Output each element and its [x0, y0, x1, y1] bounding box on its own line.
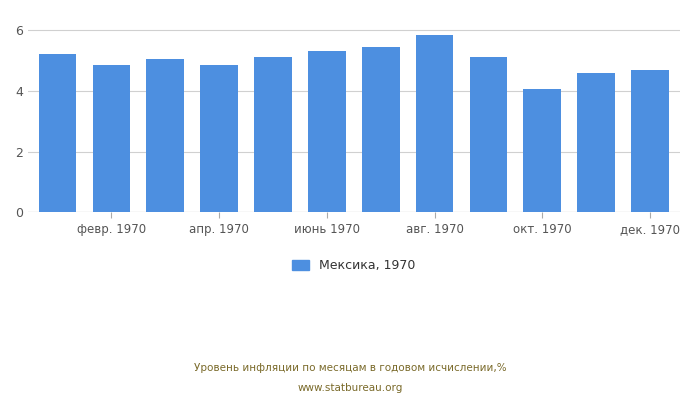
Bar	[470, 58, 508, 212]
Bar	[92, 65, 130, 212]
Bar	[146, 59, 184, 212]
Bar	[631, 70, 669, 212]
Bar	[38, 54, 76, 212]
Bar	[200, 65, 238, 212]
Text: www.statbureau.org: www.statbureau.org	[298, 383, 402, 393]
Bar	[578, 73, 615, 212]
Bar	[416, 35, 454, 212]
Legend: Мексика, 1970: Мексика, 1970	[287, 254, 421, 277]
Bar	[254, 58, 292, 212]
Bar	[524, 89, 561, 212]
Bar	[308, 52, 346, 212]
Text: Уровень инфляции по месяцам в годовом исчислении,%: Уровень инфляции по месяцам в годовом ис…	[194, 363, 506, 373]
Bar	[362, 47, 400, 212]
